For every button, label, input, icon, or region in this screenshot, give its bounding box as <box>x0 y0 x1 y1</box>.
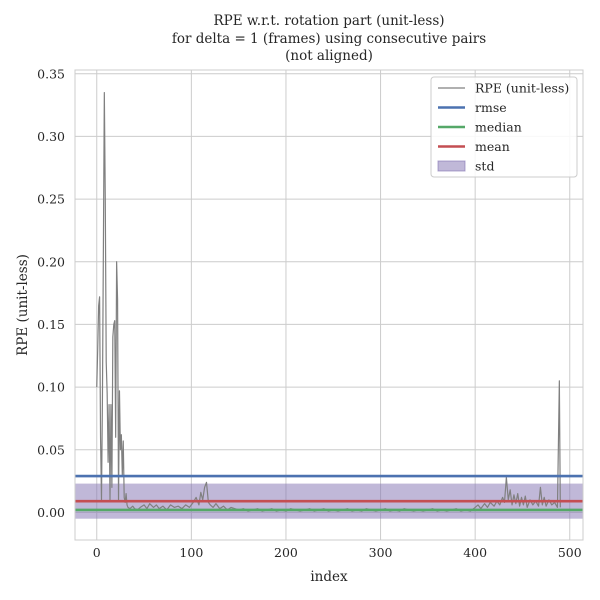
legend-label: median <box>475 119 522 134</box>
y-tick-label: 0.15 <box>37 317 65 332</box>
stat-lines <box>75 474 583 512</box>
chart-title: RPE w.r.t. rotation part (unit-less) for… <box>75 13 583 66</box>
x-tick-label: 200 <box>274 545 298 560</box>
legend-label: RPE (unit-less) <box>475 80 569 95</box>
y-tick-label: 0.10 <box>37 380 65 395</box>
x-tick-label: 0 <box>93 545 101 560</box>
legend-box <box>430 76 578 178</box>
legend-label: rmse <box>475 100 507 115</box>
x-tick-label: 500 <box>558 545 582 560</box>
y-tick-label: 0.35 <box>37 66 65 81</box>
legend: RPE (unit-less) rmse median mean std <box>430 76 578 178</box>
plot-frame <box>74 69 584 541</box>
chart-title-line-1: RPE w.r.t. rotation part (unit-less) <box>213 13 445 29</box>
legend-swatch-std <box>437 160 466 172</box>
legend-label: std <box>475 158 494 173</box>
y-tick-label: 0.30 <box>37 129 65 144</box>
x-axis-label: index <box>310 569 348 585</box>
x-tick-label: 100 <box>179 545 203 560</box>
y-axis-label: RPE (unit-less) <box>15 254 31 356</box>
y-tick-label: 0.25 <box>37 192 65 207</box>
chart-title-line-2: for delta = 1 (frames) using consecutive… <box>171 30 487 47</box>
x-tick-label: 400 <box>463 545 487 560</box>
legend-label: mean <box>475 139 510 154</box>
x-tick-labels: 0 100 200 300 400 500 <box>93 545 582 560</box>
grid-lines <box>75 70 583 540</box>
chart-title-line-3: (not aligned) <box>285 48 373 64</box>
y-tick-label: 0.20 <box>37 254 65 269</box>
x-tick-label: 300 <box>369 545 393 560</box>
y-tick-labels: 0.00 0.05 0.10 0.15 0.20 0.25 0.30 0.35 <box>37 66 65 520</box>
y-tick-label: 0.00 <box>37 505 65 520</box>
y-tick-label: 0.05 <box>37 442 65 457</box>
